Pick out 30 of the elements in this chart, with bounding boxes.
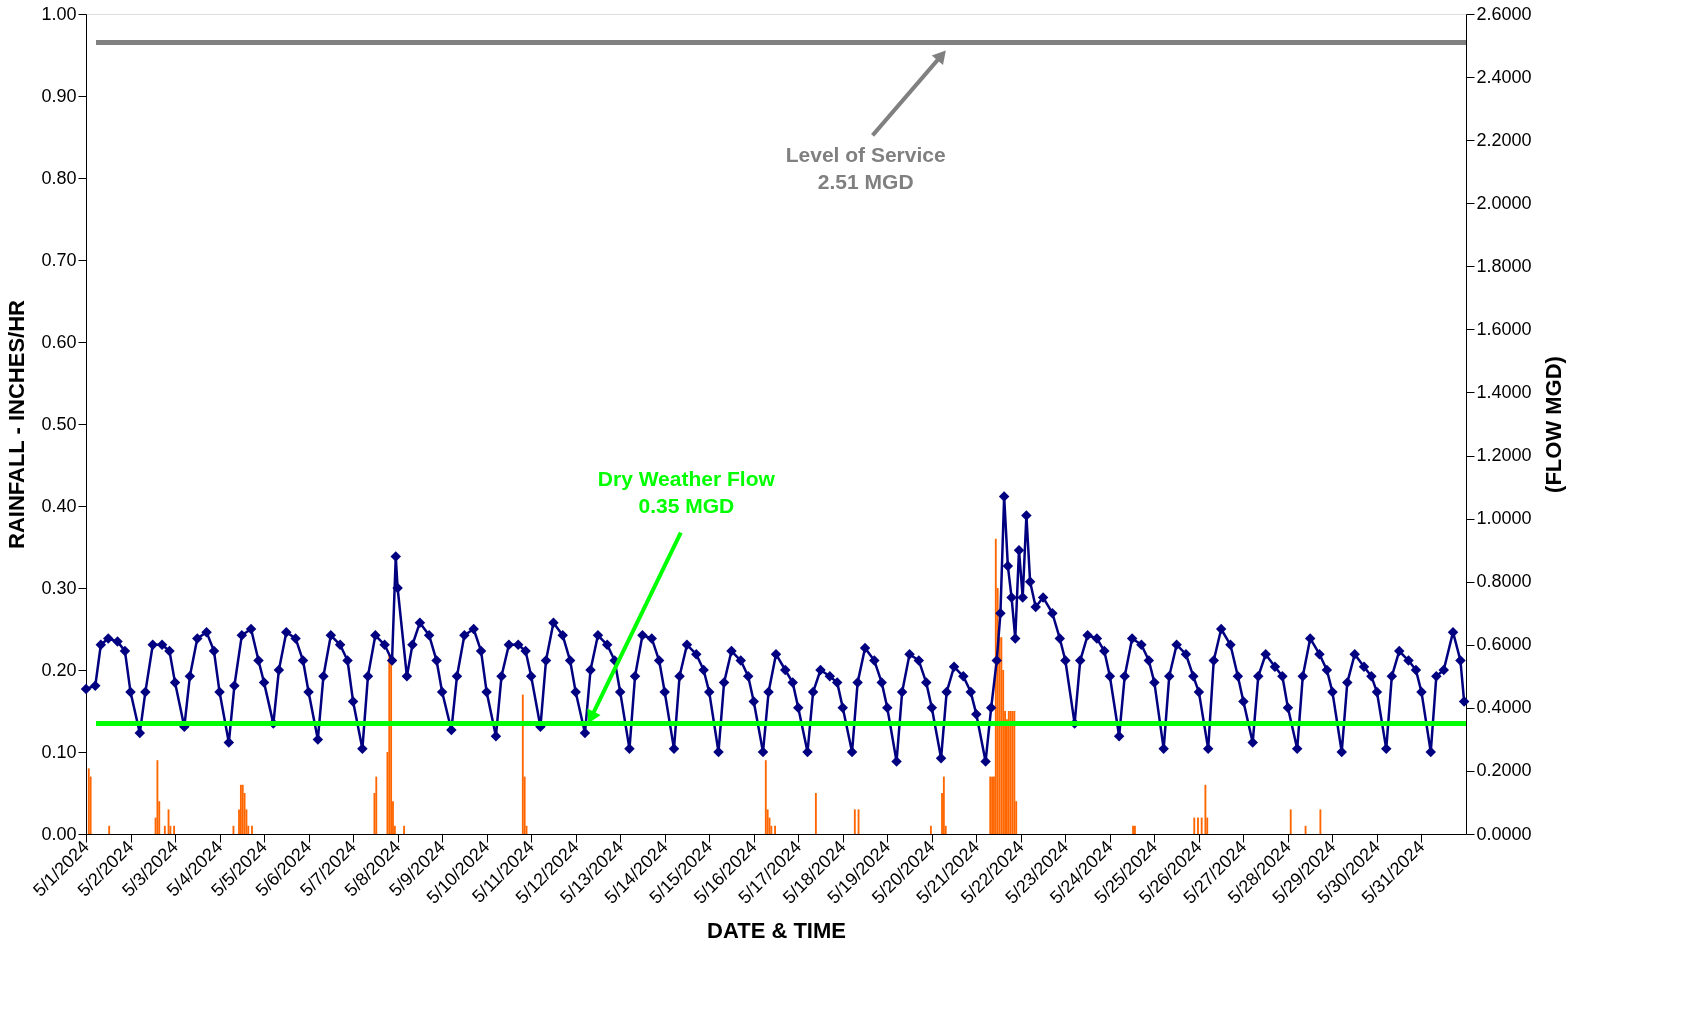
y2-tick-label: 2.0000 [1476, 192, 1532, 213]
y2-tick-label: 0.8000 [1476, 571, 1532, 592]
y2-tick-label: 2.6000 [1476, 3, 1532, 24]
y2-tick-label: 1.0000 [1476, 508, 1532, 529]
y2-tick-label: 2.2000 [1476, 129, 1532, 150]
y-axis-title: RAINFALL - INCHES/HR [4, 299, 30, 549]
y-tick-label: 0.50 [41, 413, 77, 434]
y2-tick-label: 1.8000 [1476, 255, 1532, 276]
y-tick-label: 0.10 [41, 741, 77, 762]
y2-tick-label: 1.2000 [1476, 445, 1532, 466]
y2-tick-label: 0.6000 [1476, 634, 1532, 655]
y2-tick-label: 0.4000 [1476, 697, 1532, 718]
y2-tick-label: 1.4000 [1476, 381, 1532, 402]
y-tick-label: 0.20 [41, 659, 77, 680]
ref-line-label: Dry Weather Flow 0.35 MGD [597, 466, 776, 517]
y2-tick-label: 0.2000 [1476, 760, 1532, 781]
ref-line-label: Level of Service 2.51 MGD [785, 143, 946, 194]
y-tick-label: 0.90 [41, 85, 77, 106]
y2-tick-label: 0.0000 [1476, 823, 1532, 844]
y-tick-label: 0.80 [41, 167, 77, 188]
y-tick-label: 0.60 [41, 331, 77, 352]
y-tick-label: 1.00 [41, 3, 77, 24]
y-tick-label: 0.00 [41, 823, 77, 844]
y-tick-label: 0.30 [41, 577, 77, 598]
y2-tick-label: 2.4000 [1476, 66, 1532, 87]
y-tick-label: 0.70 [41, 249, 77, 270]
x-axis-title: DATE & TIME [707, 918, 846, 944]
y-tick-label: 0.40 [41, 495, 77, 516]
y2-axis-title: (FLOW MGD) [1540, 356, 1566, 493]
y2-tick-label: 1.6000 [1476, 318, 1532, 339]
